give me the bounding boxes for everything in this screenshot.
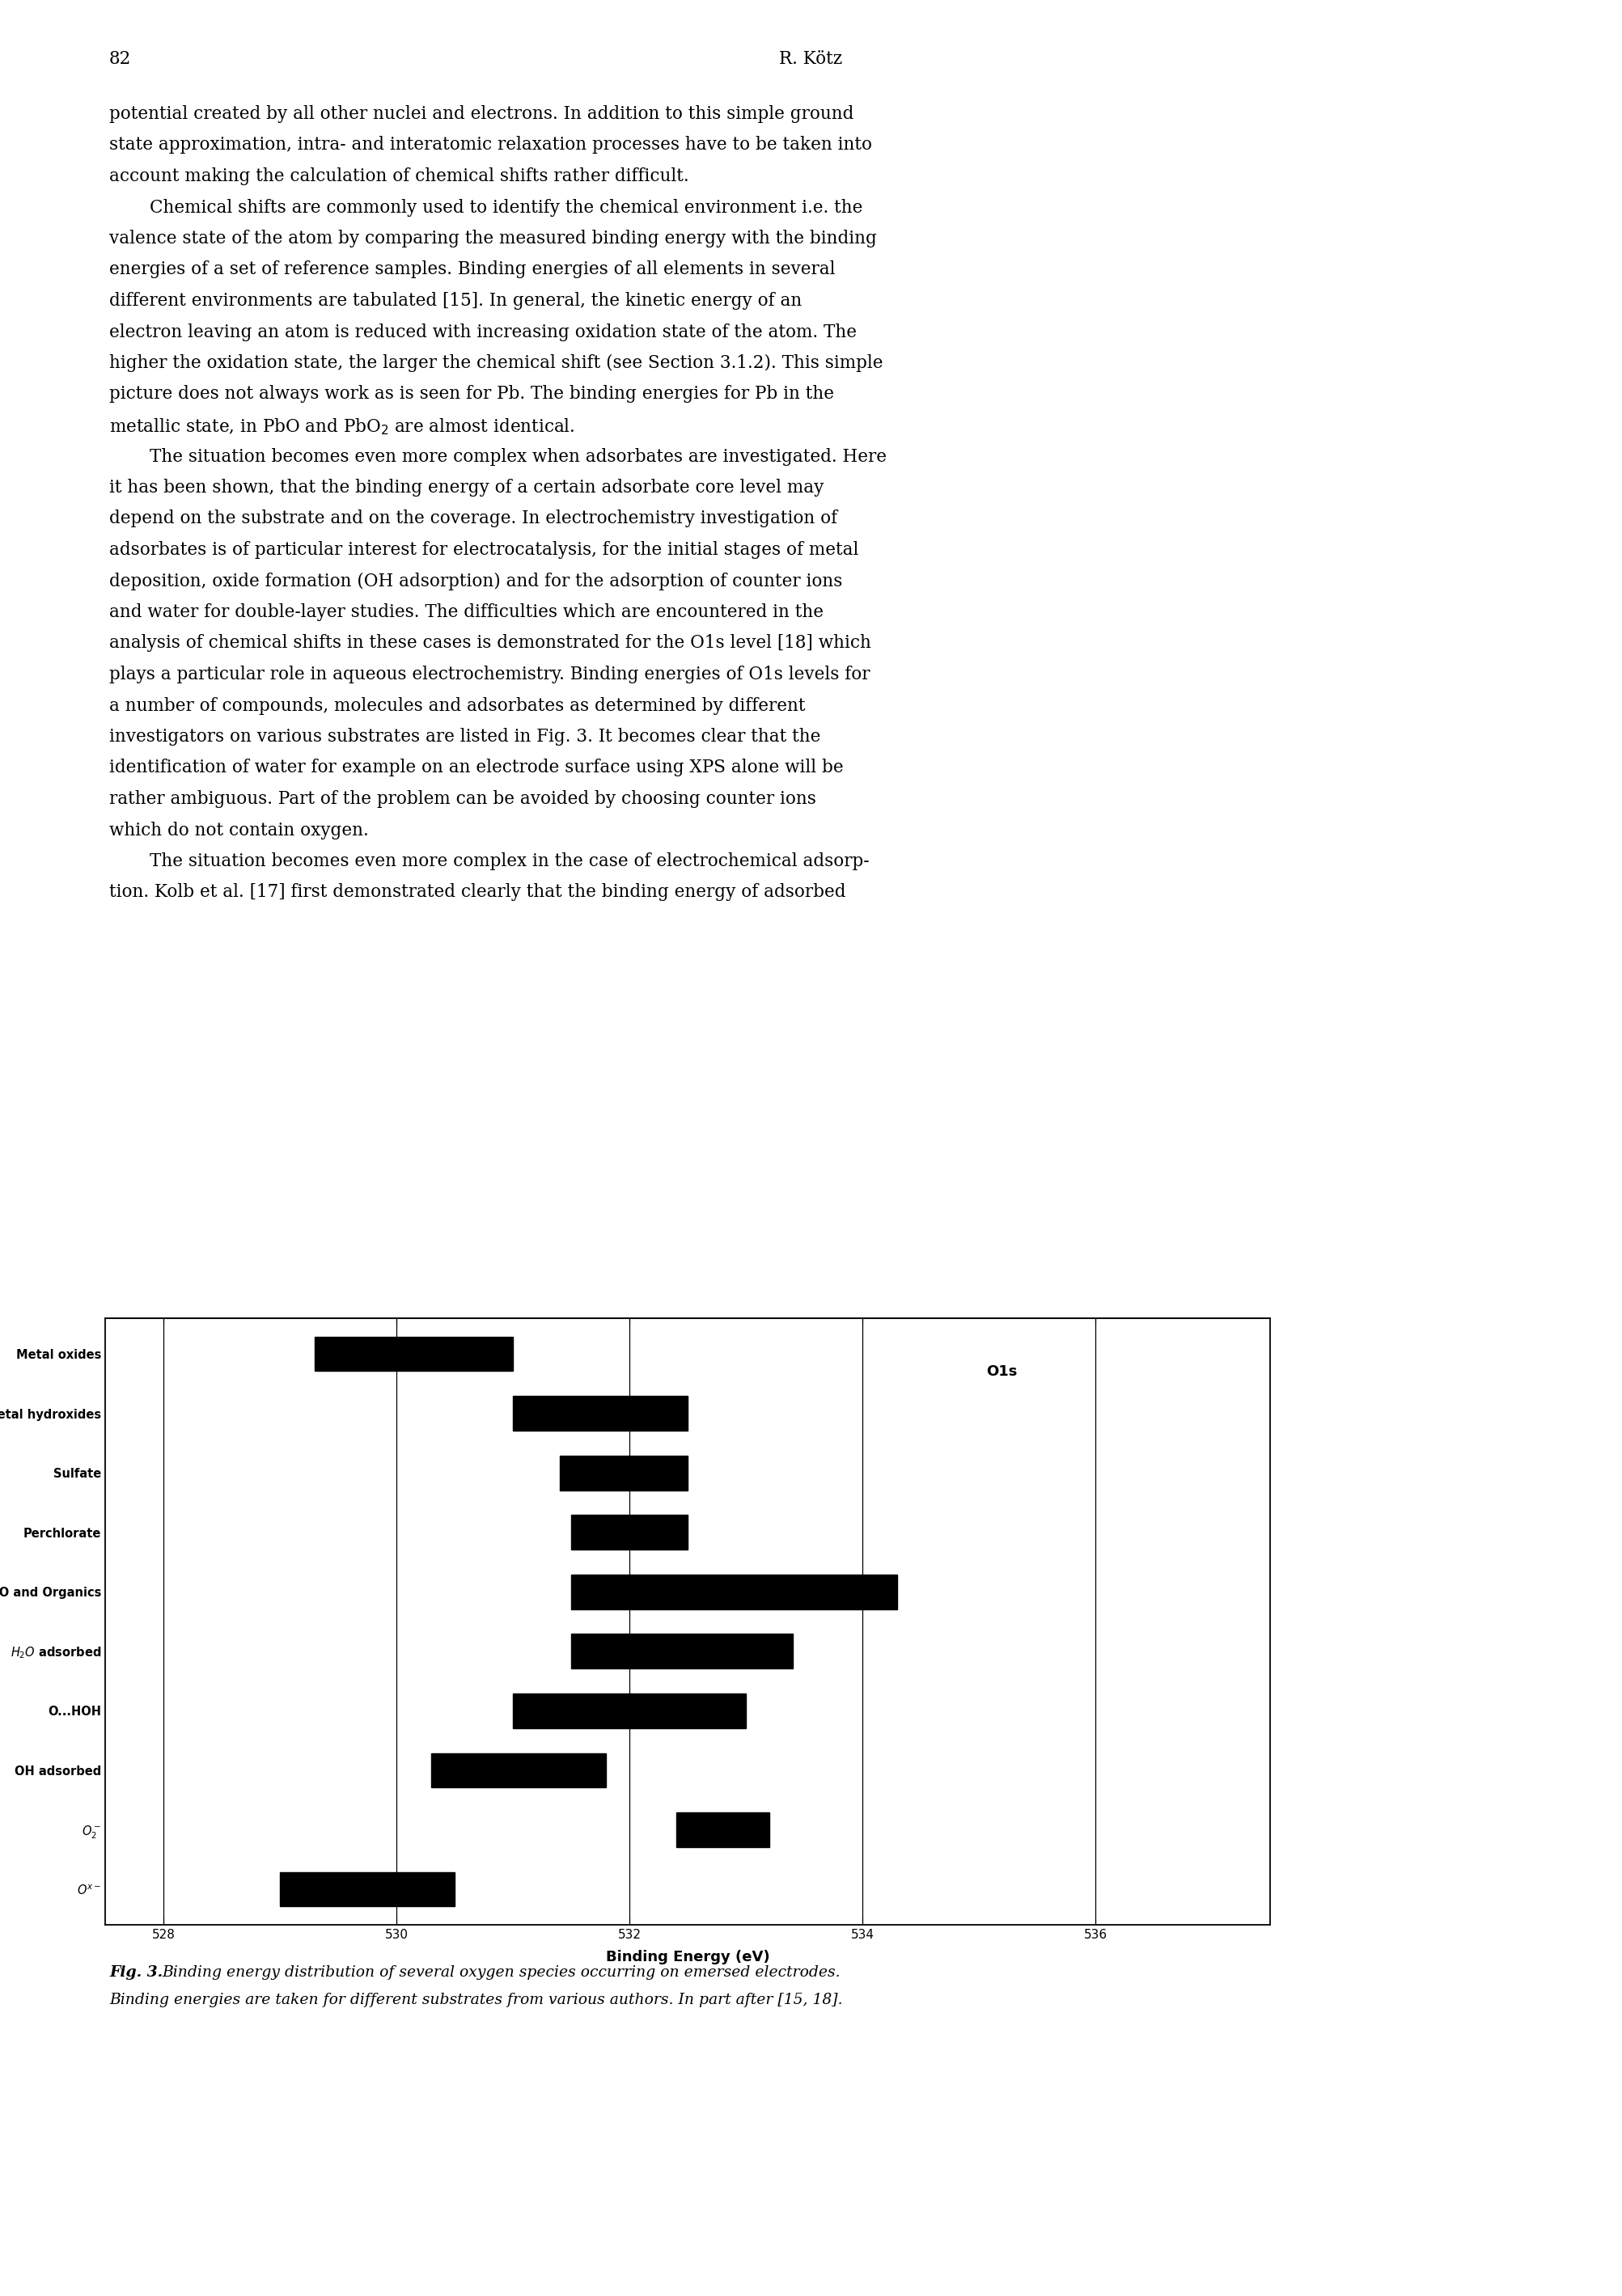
Text: it has been shown, that the binding energy of a certain adsorbate core level may: it has been shown, that the binding ener… xyxy=(109,480,824,496)
Text: O1s: O1s xyxy=(986,1364,1017,1380)
Text: investigators on various substrates are listed in Fig. 3. It becomes clear that : investigators on various substrates are … xyxy=(109,728,821,746)
Text: tion. Kolb et al. [17] first demonstrated clearly that the binding energy of ads: tion. Kolb et al. [17] first demonstrate… xyxy=(109,884,845,902)
Text: adsorbates is of particular interest for electrocatalysis, for the initial stage: adsorbates is of particular interest for… xyxy=(109,542,858,558)
Text: electron leaving an atom is reduced with increasing oxidation state of the atom.: electron leaving an atom is reduced with… xyxy=(109,324,856,340)
Text: Chemical shifts are commonly used to identify the chemical environment i.e. the: Chemical shifts are commonly used to ide… xyxy=(149,197,863,216)
Bar xyxy=(560,1456,688,1490)
Text: higher the oxidation state, the larger the chemical shift (see Section 3.1.2). T: higher the oxidation state, the larger t… xyxy=(109,354,882,372)
Text: account making the calculation of chemical shifts rather difficult.: account making the calculation of chemic… xyxy=(109,168,689,186)
Text: analysis of chemical shifts in these cases is demonstrated for the O1s level [18: analysis of chemical shifts in these cas… xyxy=(109,634,871,652)
Text: which do not contain oxygen.: which do not contain oxygen. xyxy=(109,822,368,838)
Text: a number of compounds, molecules and adsorbates as determined by different: a number of compounds, molecules and ads… xyxy=(109,696,806,714)
Text: picture does not always work as is seen for Pb. The binding energies for Pb in t: picture does not always work as is seen … xyxy=(109,386,834,404)
Bar xyxy=(281,1871,454,1906)
Bar xyxy=(676,1812,769,1846)
Bar xyxy=(571,1515,688,1550)
Text: different environments are tabulated [15]. In general, the kinetic energy of an: different environments are tabulated [15… xyxy=(109,292,801,310)
Text: identification of water for example on an electrode surface using XPS alone will: identification of water for example on a… xyxy=(109,760,843,776)
Text: Binding energies are taken for different substrates from various authors. In par: Binding energies are taken for different… xyxy=(109,1993,843,2007)
Text: energies of a set of reference samples. Binding energies of all elements in seve: energies of a set of reference samples. … xyxy=(109,262,835,278)
Bar xyxy=(513,1694,746,1729)
Text: The situation becomes even more complex in the case of electrochemical adsorp-: The situation becomes even more complex … xyxy=(149,852,869,870)
Text: Fig. 3.: Fig. 3. xyxy=(109,1965,162,1979)
Text: valence state of the atom by comparing the measured binding energy with the bind: valence state of the atom by comparing t… xyxy=(109,230,878,248)
Text: state approximation, intra- and interatomic relaxation processes have to be take: state approximation, intra- and interato… xyxy=(109,135,873,154)
Text: plays a particular role in aqueous electrochemistry. Binding energies of O1s lev: plays a particular role in aqueous elect… xyxy=(109,666,869,684)
Text: depend on the substrate and on the coverage. In electrochemistry investigation o: depend on the substrate and on the cover… xyxy=(109,510,837,528)
Text: R. Kötz: R. Kötz xyxy=(780,51,842,69)
Bar xyxy=(571,1575,897,1609)
X-axis label: Binding Energy (eV): Binding Energy (eV) xyxy=(605,1949,769,1965)
Text: potential created by all other nuclei and electrons. In addition to this simple : potential created by all other nuclei an… xyxy=(109,106,853,124)
Text: deposition, oxide formation (OH adsorption) and for the adsorption of counter io: deposition, oxide formation (OH adsorpti… xyxy=(109,572,842,590)
Text: Binding energy distribution of several oxygen species occurring on emersed elect: Binding energy distribution of several o… xyxy=(162,1965,840,1979)
Bar xyxy=(431,1752,607,1786)
Bar xyxy=(315,1336,513,1371)
Bar xyxy=(513,1396,688,1430)
Text: The situation becomes even more complex when adsorbates are investigated. Here: The situation becomes even more complex … xyxy=(149,448,887,466)
Text: rather ambiguous. Part of the problem can be avoided by choosing counter ions: rather ambiguous. Part of the problem ca… xyxy=(109,790,816,808)
Bar xyxy=(571,1635,793,1669)
Text: 82: 82 xyxy=(109,51,131,69)
Text: and water for double-layer studies. The difficulties which are encountered in th: and water for double-layer studies. The … xyxy=(109,604,824,622)
Text: metallic state, in PbO and PbO$_2$ are almost identical.: metallic state, in PbO and PbO$_2$ are a… xyxy=(109,416,574,436)
